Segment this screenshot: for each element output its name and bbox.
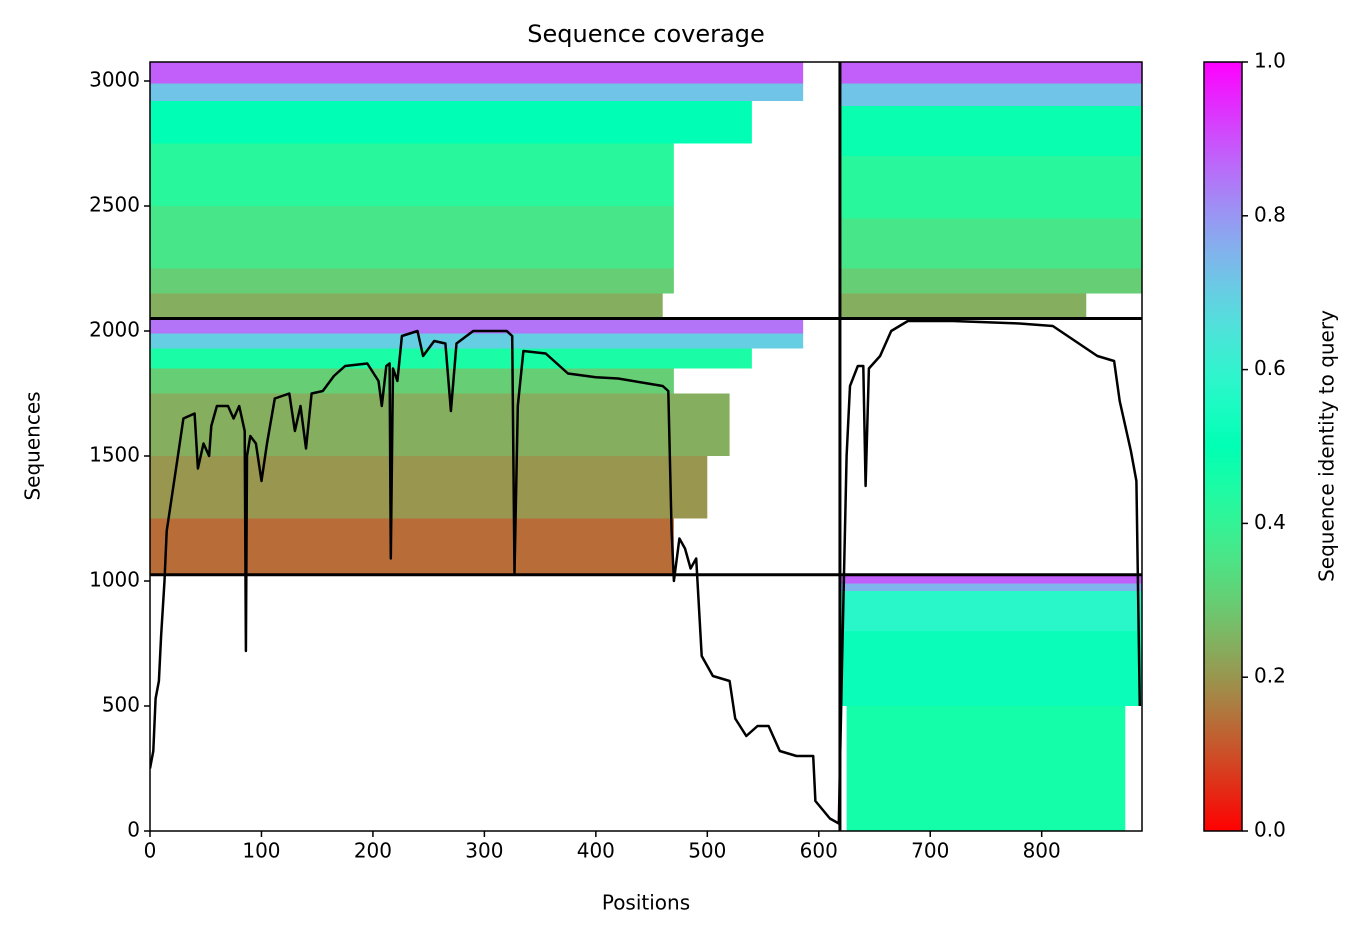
coverage-strip — [839, 583, 1142, 591]
coverage-strip — [150, 268, 674, 294]
coverage-line — [150, 319, 1142, 825]
x-tick-label: 300 — [465, 839, 503, 863]
x-tick-label: 200 — [354, 839, 392, 863]
x-tick-label: 0 — [144, 839, 157, 863]
x-tick-label: 800 — [1023, 839, 1061, 863]
colorbar-tick-label: 1.0 — [1254, 49, 1286, 73]
y-tick-label: 2500 — [89, 193, 140, 217]
coverage-strip — [839, 218, 1142, 269]
colorbar-tick-label: 0.8 — [1254, 202, 1286, 226]
x-tick-label: 500 — [688, 839, 726, 863]
coverage-strip — [839, 591, 1142, 631]
y-tick-label: 0 — [127, 818, 140, 842]
coverage-strip — [839, 62, 1142, 84]
coverage-strip — [839, 293, 1087, 319]
x-tick-label: 400 — [577, 839, 615, 863]
colorbar-tick-label: 0.6 — [1254, 356, 1286, 380]
coverage-strip — [150, 456, 708, 519]
coverage-strip — [846, 706, 1126, 831]
colorbar-tick-label: 0.0 — [1254, 818, 1286, 842]
coverage-strip — [150, 368, 674, 394]
coverage-strip — [839, 106, 1142, 156]
coverage-strip — [839, 268, 1142, 294]
y-tick-label: 2000 — [89, 318, 140, 342]
x-tick-label: 700 — [911, 839, 949, 863]
coverage-strip — [150, 143, 674, 206]
coverage-strip — [150, 348, 752, 369]
coverage-strip — [150, 333, 804, 349]
coverage-strip — [150, 393, 730, 456]
chart-title: Sequence coverage — [527, 20, 764, 48]
coverage-strip — [839, 631, 1142, 706]
coverage-strip — [150, 62, 804, 84]
x-tick-label: 600 — [800, 839, 838, 863]
plot-frame — [149, 61, 1143, 832]
coverage-strip — [150, 318, 804, 334]
colorbar-tick-label: 0.4 — [1254, 510, 1286, 534]
y-tick-label: 1000 — [89, 568, 140, 592]
y-tick-label: 3000 — [89, 68, 140, 92]
coverage-strip — [150, 518, 674, 575]
colorbar-tick-label: 0.2 — [1254, 664, 1286, 688]
coverage-strip — [150, 83, 804, 101]
coverage-strip — [839, 83, 1142, 106]
coverage-strip — [839, 574, 1142, 584]
y-tick-label: 500 — [102, 693, 140, 717]
colorbar — [1203, 61, 1243, 832]
colorbar-label: Sequence identity to query — [1315, 310, 1339, 582]
coverage-strip — [150, 206, 674, 269]
heatmap — [150, 62, 1142, 831]
coverage-strip — [150, 293, 663, 319]
coverage-strip — [150, 101, 752, 144]
x-axis-label: Positions — [602, 891, 690, 915]
coverage-strip — [839, 156, 1142, 219]
y-axis-label: Sequences — [21, 391, 45, 500]
x-tick-label: 100 — [242, 839, 280, 863]
y-tick-label: 1500 — [89, 443, 140, 467]
